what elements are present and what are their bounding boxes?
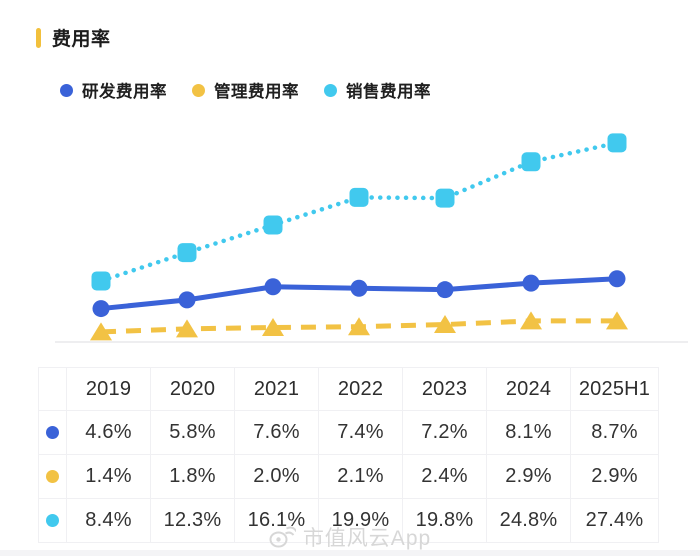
table-header-row: 2019 2020 2021 2022 2023 2024 2025H1 — [38, 367, 659, 411]
table-cell: 27.4% — [570, 498, 659, 543]
table-cell: 8.4% — [66, 498, 151, 543]
table-cell: 7.6% — [234, 410, 319, 455]
table-cell: 2.0% — [234, 454, 319, 499]
expense-rate-table: 2019 2020 2021 2022 2023 2024 2025H1 4.6… — [38, 367, 659, 543]
table-cell: 1.4% — [66, 454, 151, 499]
rd-series-dot-icon — [46, 426, 59, 440]
table-header-2024: 2024 — [486, 367, 571, 411]
legend-dot-sales-icon — [324, 83, 337, 97]
table-cell: 4.6% — [66, 410, 151, 455]
table-corner-cell — [38, 367, 67, 411]
table-cell: 12.3% — [150, 498, 235, 543]
legend-dot-rd-icon — [60, 83, 73, 97]
legend-label-admin: 管理费用率 — [214, 83, 299, 101]
table-cell: 2.1% — [318, 454, 403, 499]
admin-series-dot-icon — [46, 470, 59, 484]
table-cell: 1.8% — [150, 454, 235, 499]
table-header-2025h1: 2025H1 — [570, 367, 659, 411]
table-header-2022: 2022 — [318, 367, 403, 411]
table-row-admin: 1.4% 1.8% 2.0% 2.1% 2.4% 2.9% 2.9% — [38, 454, 659, 499]
table-cell: 16.1% — [234, 498, 319, 543]
table-cell: 19.8% — [402, 498, 487, 543]
row-dot-cell — [38, 498, 67, 543]
row-dot-cell — [38, 410, 67, 455]
row-dot-cell — [38, 454, 67, 499]
table-header-2019: 2019 — [66, 367, 151, 411]
table-cell: 7.2% — [402, 410, 487, 455]
chart-legend: 研发费用率 管理费用率 销售费用率 — [60, 78, 431, 102]
table-cell: 2.4% — [402, 454, 487, 499]
table-header-2020: 2020 — [150, 367, 235, 411]
legend-item-rd: 研发费用率 — [60, 78, 167, 102]
table-cell: 7.4% — [318, 410, 403, 455]
table-cell: 2.9% — [486, 454, 571, 499]
legend-item-admin: 管理费用率 — [192, 78, 299, 102]
legend-item-sales: 销售费用率 — [324, 78, 431, 102]
table-row-rd: 4.6% 5.8% 7.6% 7.4% 7.2% 8.1% 8.7% — [38, 410, 659, 455]
table-cell: 2.9% — [570, 454, 659, 499]
table-cell: 24.8% — [486, 498, 571, 543]
expense-rate-line-chart — [55, 133, 688, 343]
table-cell: 5.8% — [150, 410, 235, 455]
legend-label-sales: 销售费用率 — [346, 83, 431, 101]
legend-label-rd: 研发费用率 — [82, 83, 167, 101]
table-cell: 8.7% — [570, 410, 659, 455]
legend-dot-admin-icon — [192, 83, 205, 97]
page-title-text: 费用率 — [52, 29, 111, 50]
sales-series-dot-icon — [46, 514, 59, 528]
bottom-edge-strip — [0, 550, 700, 556]
title-accent-bar — [36, 27, 41, 48]
table-row-sales: 8.4% 12.3% 16.1% 19.9% 19.8% 24.8% 27.4% — [38, 498, 659, 543]
table-header-2023: 2023 — [402, 367, 487, 411]
table-header-2021: 2021 — [234, 367, 319, 411]
table-cell: 19.9% — [318, 498, 403, 543]
table-cell: 8.1% — [486, 410, 571, 455]
page-title: 费用率 — [36, 24, 111, 51]
